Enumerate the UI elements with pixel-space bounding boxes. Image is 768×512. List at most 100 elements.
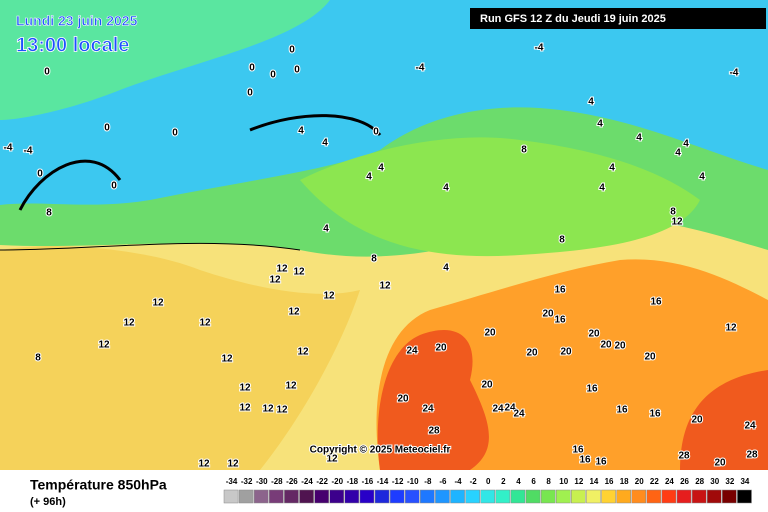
contour-label: 20 [397, 394, 409, 405]
contour-label: 0 [37, 169, 43, 180]
contour-label: 12 [285, 381, 297, 392]
contour-label: 0 [373, 127, 379, 138]
contour-label: 20 [614, 341, 626, 352]
contour-label: 20 [526, 348, 538, 359]
scale-swatch [238, 489, 254, 504]
scale-swatch [253, 489, 269, 504]
scale-label: -28 [271, 477, 283, 486]
contour-label: 8 [35, 353, 41, 364]
greenland-zone [0, 0, 330, 120]
contour-label: 12 [276, 264, 288, 275]
scale-swatch [495, 489, 511, 504]
contour-label: -4 [416, 63, 425, 74]
isotherm [0, 242, 301, 251]
contour-label: 12 [262, 404, 274, 415]
scale-swatch [571, 489, 586, 504]
copyright: Copyright © 2025 Meteociel.fr [310, 445, 451, 456]
contour-label: 16 [649, 409, 661, 420]
contour-label: 24 [492, 404, 504, 415]
scale-label: 28 [695, 477, 704, 486]
scale-swatch [435, 489, 450, 504]
scale-label: 34 [740, 477, 749, 486]
contour-label: 24 [744, 421, 756, 432]
contour-label: -4 [535, 43, 544, 54]
scale-swatch [480, 489, 496, 504]
coastline [18, 114, 382, 211]
scale-swatch [691, 489, 707, 504]
contour-label: 24 [504, 403, 516, 414]
valid-time: 13:00 locale [16, 34, 129, 56]
scale-label: -2 [470, 477, 478, 486]
scale-swatch [722, 489, 737, 504]
run-box [470, 8, 766, 29]
contour-label: 20 [542, 309, 554, 320]
contour-label: 20 [714, 458, 726, 469]
scale-swatch [706, 489, 722, 504]
contour-label: 0 [44, 67, 50, 78]
contour-label: 20 [484, 328, 496, 339]
contour-label: 20 [588, 329, 600, 340]
contour-label: 12 [123, 318, 135, 329]
scale-label: -18 [347, 477, 359, 486]
contour-label: -4 [24, 146, 33, 157]
contour-label: 0 [270, 70, 276, 81]
scale-swatch [631, 489, 647, 504]
contour-label: 12 [326, 454, 338, 465]
contour-label: 4 [322, 138, 328, 149]
scale-swatch [329, 489, 345, 504]
scale-label: 22 [650, 477, 659, 486]
color-scale: -34 -32 -30 -28 -26 -24 -22 -20 -18 -16 -14 -12 -10-… [223, 477, 752, 504]
contour-label: 4 [443, 263, 449, 274]
scale-label: 32 [725, 477, 734, 486]
contour-label: 4 [675, 148, 681, 159]
legend-title: Température 850hPa [30, 477, 167, 493]
scale-swatch [555, 489, 571, 504]
contour-label: 0 [294, 65, 300, 76]
scale-label: -10 [407, 477, 419, 486]
scale-label: 10 [559, 477, 568, 486]
contour-label: 0 [111, 181, 117, 192]
contour-label: 0 [104, 123, 110, 134]
contour-label: 16 [579, 455, 591, 466]
contour-label: 0 [172, 128, 178, 139]
scale-label: 12 [574, 477, 583, 486]
scale-swatch [359, 489, 375, 504]
red-zone-east [680, 370, 768, 470]
scale-swatch [314, 489, 329, 504]
contour-label: 20 [481, 380, 493, 391]
contour-label: 12 [199, 318, 211, 329]
scale-label: -24 [301, 477, 313, 486]
scale-swatch [540, 489, 556, 504]
scale-swatch [450, 489, 465, 504]
contour-label: 20 [560, 347, 572, 358]
contour-label: 16 [595, 457, 607, 468]
scale-label: -22 [316, 477, 328, 486]
contour-label: 4 [298, 126, 304, 137]
scale-label: 0 [486, 477, 491, 486]
contour-label: 8 [46, 208, 52, 219]
contour-label: 8 [371, 254, 377, 265]
scale-swatch [525, 489, 541, 504]
contour-label: 20 [691, 415, 703, 426]
contour-label: 20 [435, 343, 447, 354]
scale-label: -32 [241, 477, 253, 486]
scale-swatch [586, 489, 601, 504]
scale-label: -8 [424, 477, 432, 486]
contour-label: -4 [4, 143, 13, 154]
scale-swatch [737, 489, 752, 504]
scale-swatch [344, 489, 360, 504]
scale-swatch [616, 489, 631, 504]
scale-label: 24 [665, 477, 674, 486]
scale-label: -16 [362, 477, 374, 486]
contour-label: 4 [699, 172, 705, 183]
scale-swatch [510, 489, 526, 504]
contour-label: 12 [276, 405, 288, 416]
contour-label: 8 [559, 235, 565, 246]
contour-label: 0 [249, 63, 255, 74]
valid-date: Lundi 23 juin 2025 [16, 13, 138, 29]
europe-green [300, 137, 700, 257]
contour-label: 12 [288, 307, 300, 318]
contour-label: 12 [98, 340, 110, 351]
scale-swatch [601, 489, 616, 504]
